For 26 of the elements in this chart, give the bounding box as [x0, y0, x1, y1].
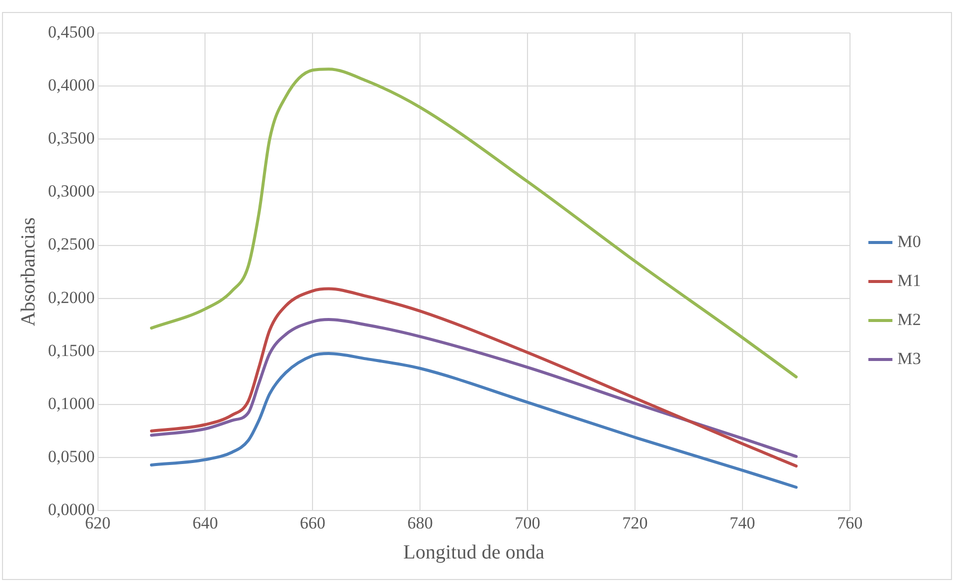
- y-axis-title: Absorbancias: [17, 217, 40, 326]
- x-tick-label: 760: [837, 513, 863, 532]
- x-tick-label: 680: [407, 513, 433, 532]
- y-tick-label: 0,2000: [48, 288, 95, 307]
- y-tick-label: 0,4500: [48, 22, 95, 42]
- y-tick-label: 0,0500: [48, 447, 95, 466]
- y-tick-label: 0,4000: [48, 76, 95, 95]
- legend-label: M0: [897, 232, 922, 251]
- y-tick-label: 0,1500: [48, 340, 95, 360]
- x-tick-label: 700: [514, 513, 540, 532]
- legend-label: M3: [897, 348, 922, 368]
- line-series: [150, 287, 798, 468]
- line-series: [150, 352, 798, 489]
- legend-label: M1: [897, 270, 922, 290]
- y-tick-label: 0,3000: [48, 182, 95, 201]
- x-tick-label: 660: [300, 513, 326, 532]
- y-tick-label: 0,1000: [48, 394, 95, 413]
- x-tick-label: 720: [622, 513, 648, 532]
- x-axis-title: Longitud de onda: [403, 541, 544, 564]
- line-series: [150, 318, 798, 458]
- x-tick-label: 740: [730, 513, 756, 532]
- x-tick-label: 640: [192, 513, 218, 532]
- y-tick-label: 0,3500: [48, 128, 95, 148]
- line-series: [150, 68, 798, 378]
- legend-label: M2: [897, 310, 922, 329]
- y-tick-label: 0,2500: [48, 234, 95, 254]
